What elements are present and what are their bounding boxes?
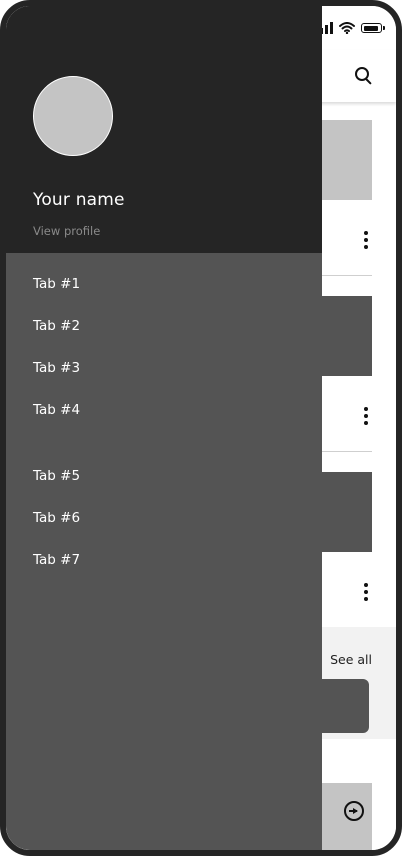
arrow-right-circle-icon[interactable] <box>344 801 364 821</box>
wifi-icon <box>339 22 355 34</box>
search-icon[interactable] <box>352 64 376 88</box>
nav-item-tab-7[interactable]: Tab #7 <box>33 552 81 568</box>
nav-item-tab-3[interactable]: Tab #3 <box>33 360 81 376</box>
more-vertical-icon[interactable] <box>364 231 368 249</box>
user-name: Your name <box>33 190 125 210</box>
avatar[interactable] <box>33 76 113 156</box>
see-all-link[interactable]: See all <box>330 652 372 667</box>
drawer-header: Your name View profile <box>6 6 322 253</box>
nav-item-tab-2[interactable]: Tab #2 <box>33 318 81 334</box>
nav-item-tab-5[interactable]: Tab #5 <box>33 468 81 484</box>
view-profile-link[interactable]: View profile <box>33 224 101 238</box>
status-bar <box>315 20 385 36</box>
nav-item-tab-1[interactable]: Tab #1 <box>33 276 81 292</box>
navigation-drawer: Your name View profile Tab #1 Tab #2 Tab… <box>6 6 322 850</box>
battery-icon <box>361 23 385 33</box>
nav-item-tab-4[interactable]: Tab #4 <box>33 402 81 418</box>
nav-item-tab-6[interactable]: Tab #6 <box>33 510 81 526</box>
more-vertical-icon[interactable] <box>364 407 368 425</box>
more-vertical-icon[interactable] <box>364 583 368 601</box>
